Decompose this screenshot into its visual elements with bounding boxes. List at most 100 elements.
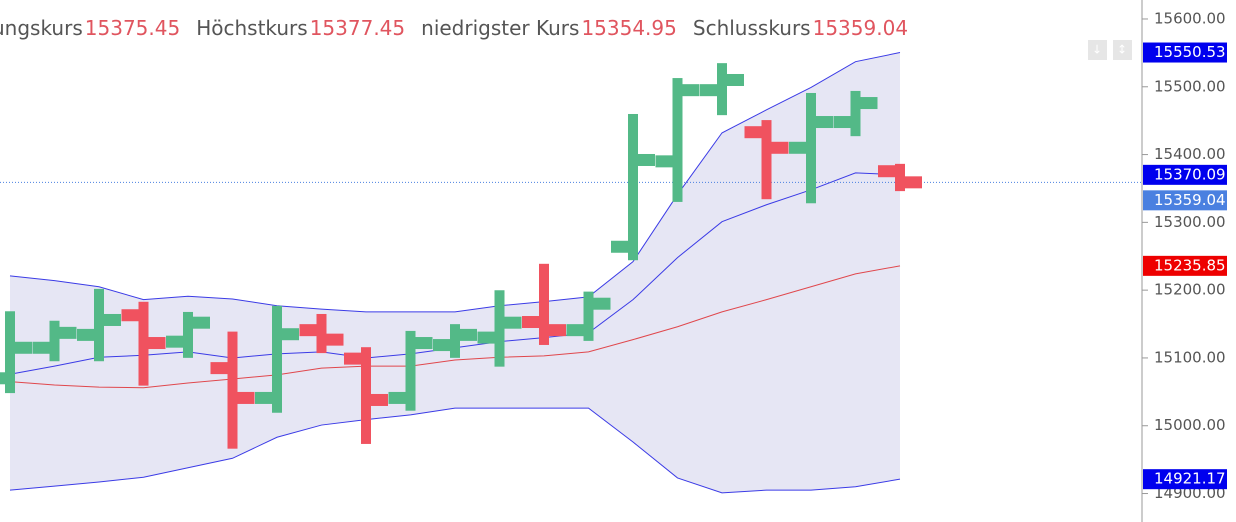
bar-range: [5, 311, 15, 394]
bar-range: [583, 291, 594, 341]
bar-open: [166, 335, 183, 348]
bar-open: [744, 126, 762, 139]
bar-range: [539, 263, 549, 345]
price-tag: [1143, 164, 1227, 185]
bar-open: [477, 331, 495, 344]
bar-open: [344, 352, 361, 365]
header-item: niedrigster Kurs 15354.95: [421, 16, 677, 40]
bar-range: [850, 90, 861, 137]
bar-range: [227, 331, 238, 449]
price-tag: [1143, 190, 1227, 211]
ohlc-header: ungskurs 15375.45 Höchstkurs 15377.45 niedri…: [0, 16, 908, 40]
bar-range: [361, 347, 371, 444]
bar-close: [371, 393, 388, 406]
bar-range: [450, 324, 460, 358]
bar-open: [299, 324, 317, 337]
bar-range: [272, 305, 282, 413]
bar-range: [672, 78, 683, 202]
y-tick-label: 15300.00: [1154, 213, 1226, 231]
band-line: [9, 52, 901, 313]
price-tag-label: 15359.04: [1154, 191, 1226, 209]
header-item: Schlusskurs 15359.04: [693, 16, 908, 40]
header-item: Höchstkurs 15377.45: [196, 16, 405, 40]
bar-close: [415, 337, 433, 350]
bar-close: [148, 337, 166, 350]
price-tag: [1143, 42, 1227, 63]
band-line: [9, 407, 901, 494]
bar-range: [49, 320, 60, 362]
header-value: 15359.04: [812, 16, 909, 40]
bar-open: [566, 324, 584, 337]
bar-close: [771, 141, 789, 154]
bar-close: [816, 116, 833, 129]
bar-open: [32, 341, 50, 354]
y-tick-label: 15000.00: [1154, 416, 1226, 434]
bar-range: [494, 290, 505, 367]
header-label: Höchstkurs: [196, 16, 308, 40]
arrow-icon: ↓: [1092, 43, 1102, 57]
arrow-icon: ↕: [1117, 43, 1127, 57]
bar-close: [860, 97, 878, 110]
bar-close: [593, 297, 611, 310]
bar-close: [638, 153, 655, 166]
bar-open: [433, 339, 450, 352]
bar-open: [388, 391, 406, 404]
y-tick-label: 15200.00: [1154, 281, 1226, 299]
bar-open: [833, 116, 851, 129]
price-tag-label: 15550.53: [1154, 43, 1226, 61]
bar-open: [522, 316, 539, 329]
bar-range: [717, 63, 727, 116]
bar-range: [628, 113, 638, 261]
y-tick-label: 15500.00: [1154, 77, 1226, 95]
price-tag-label: 14921.17: [1154, 470, 1226, 488]
bar-range: [895, 163, 905, 192]
bar-close: [727, 73, 744, 86]
header-label: ungskurs: [0, 16, 83, 40]
bar-close: [15, 341, 32, 354]
y-tick-label: 15400.00: [1154, 145, 1226, 163]
bar-open: [255, 391, 272, 404]
price-tag: [1143, 469, 1227, 490]
band-fill: [10, 52, 900, 493]
arrow-button[interactable]: [1113, 40, 1132, 60]
bar-close: [326, 333, 344, 346]
bar-range: [183, 311, 193, 358]
bar-open: [77, 328, 94, 341]
band-line: [9, 265, 901, 389]
header-value: 15354.95: [581, 16, 677, 40]
bar-close: [460, 328, 477, 341]
price-tag: [1143, 255, 1227, 276]
y-tick-label: 15600.00: [1154, 9, 1226, 27]
bar-open: [789, 141, 806, 154]
bar-range: [405, 330, 416, 411]
bar-close: [905, 176, 922, 189]
bar-range: [761, 120, 772, 200]
arrow-down-button[interactable]: [1088, 40, 1107, 60]
bar-close: [282, 328, 299, 341]
header-label: niedrigster Kurs: [421, 16, 580, 40]
header-value: 15375.45: [84, 16, 181, 40]
bar-range: [316, 313, 327, 354]
bar-close: [682, 84, 700, 97]
bar-range: [94, 288, 104, 362]
bar-close: [504, 316, 522, 329]
bar-close: [59, 326, 77, 339]
bar-open: [700, 84, 717, 97]
bar-open: [611, 240, 628, 253]
bar-range: [138, 301, 149, 386]
bar-close: [104, 313, 121, 326]
bar-open: [878, 165, 895, 178]
bar-open: [210, 362, 228, 375]
bar-open: [121, 309, 139, 322]
bar-close: [549, 324, 566, 337]
bar-open: [655, 155, 673, 168]
bar-close: [193, 316, 210, 329]
price-tag-label: 15235.85: [1154, 256, 1226, 274]
bar-range: [806, 92, 816, 204]
bar-close: [237, 391, 255, 404]
header-label: Schlusskurs: [692, 16, 811, 40]
price-tag-label: 15370.09: [1154, 165, 1226, 183]
y-tick-label: 15100.00: [1154, 348, 1226, 366]
header-value: 15377.45: [309, 16, 406, 40]
